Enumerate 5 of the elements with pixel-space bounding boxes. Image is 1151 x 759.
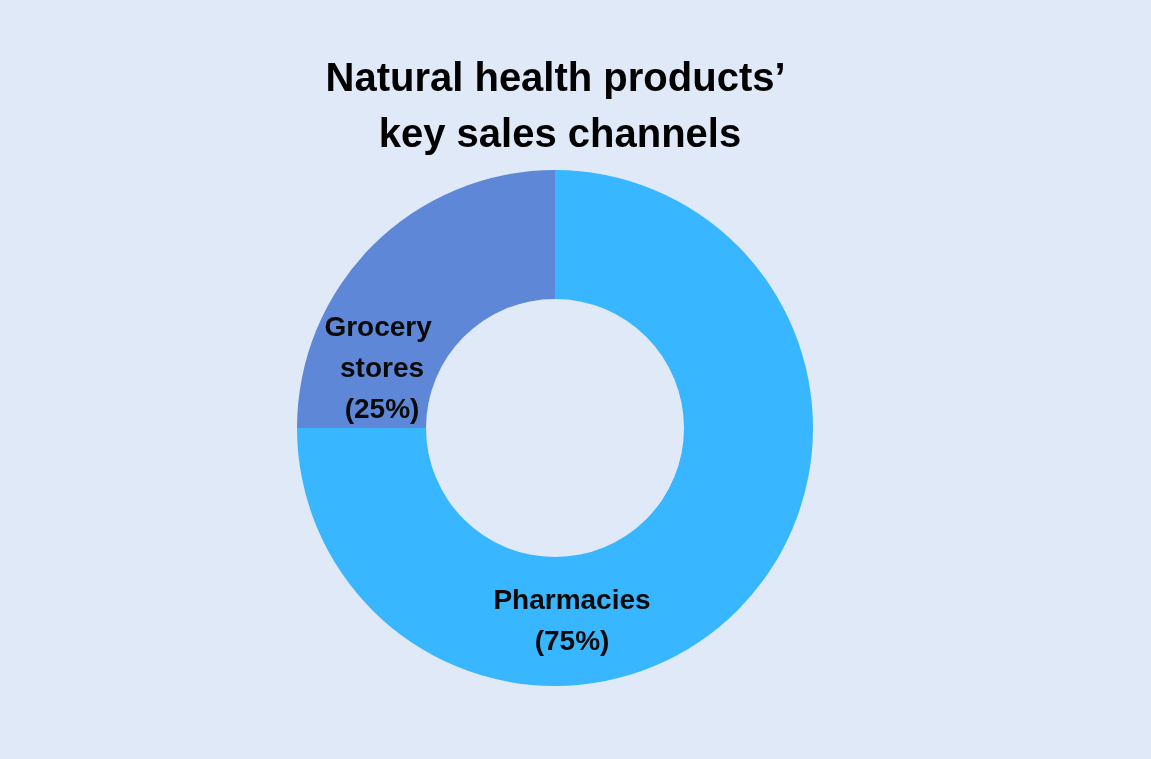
data-label: (25%) <box>344 392 420 424</box>
data-label: (75%) <box>534 625 610 656</box>
slice-label: Pharmacies <box>493 584 651 615</box>
slice-label: Grocery stores <box>324 310 440 383</box>
chart-title: Natural health products’ key sales channels <box>325 55 795 155</box>
